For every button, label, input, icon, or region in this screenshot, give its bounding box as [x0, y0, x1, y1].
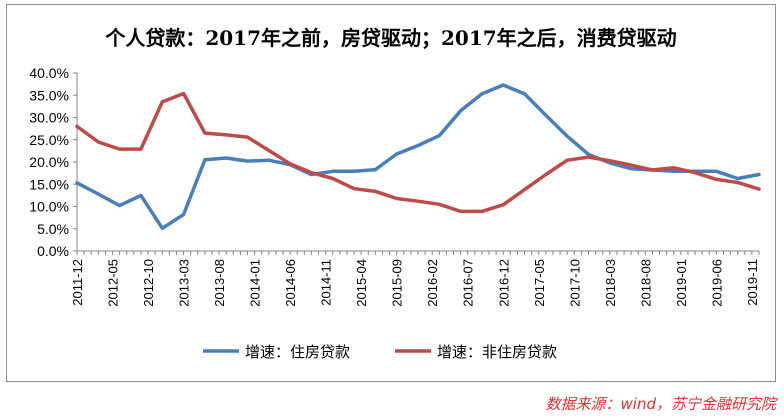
- line-chart: 个人贷款：2017年之前，房贷驱动；2017年之后，消费贷驱动 0.0% 5.0%…: [29, 26, 761, 361]
- y-tick-label: 5.0%: [37, 221, 69, 237]
- x-tick-label: 2014-11: [319, 259, 334, 306]
- x-tick-label: 2018-03: [603, 259, 618, 307]
- chart-title: 个人贷款：2017年之前，房贷驱动；2017年之后，消费贷驱动: [104, 26, 676, 50]
- source-note: 数据来源：wind，苏宁金融研究院: [545, 395, 776, 413]
- legend-label-2: 增速：非住房贷款: [437, 343, 557, 361]
- y-tick-label: 10.0%: [29, 199, 69, 215]
- x-tick-label: 2013-03: [177, 259, 192, 307]
- y-tick-label: 20.0%: [29, 154, 69, 170]
- chart-frame: 个人贷款：2017年之前，房贷驱动；2017年之后，消费贷驱动 0.0% 5.0%…: [6, 4, 776, 382]
- x-tick-label: 2019-01: [674, 259, 689, 307]
- x-tick-label: 2012-05: [106, 259, 121, 307]
- x-tick-label: 2011-12: [70, 259, 85, 306]
- y-tick-label: 35.0%: [29, 87, 69, 103]
- x-tick-label: 2015-09: [390, 259, 405, 307]
- y-tick-label: 25.0%: [29, 132, 69, 148]
- x-tick-label: 2017-05: [532, 259, 547, 307]
- x-tick-label: 2016-12: [496, 259, 511, 307]
- series-line-1: [75, 83, 761, 231]
- x-tick-label: 2015-04: [354, 259, 369, 307]
- x-tick-label: 2014-06: [283, 259, 298, 307]
- y-tick-label: 15.0%: [29, 176, 69, 192]
- x-tick-label: 2012-10: [141, 259, 156, 307]
- x-tick-label: 2013-08: [212, 259, 227, 307]
- x-tick-label: 2018-08: [638, 259, 653, 307]
- x-tick-label: 2016-02: [425, 259, 440, 307]
- legend-label-1: 增速：住房贷款: [245, 343, 350, 361]
- x-tick-label: 2014-01: [248, 259, 263, 307]
- x-tick-label: 2016-07: [461, 259, 476, 307]
- x-tick-label: 2019-11: [745, 259, 760, 306]
- y-tick-label: 30.0%: [29, 110, 69, 126]
- y-tick-label: 0.0%: [37, 243, 69, 259]
- y-tick-label: 40.0%: [29, 65, 69, 81]
- x-tick-label: 2019-06: [709, 259, 724, 307]
- series-line-2: [75, 91, 761, 214]
- x-tick-label: 2017-10: [567, 259, 582, 307]
